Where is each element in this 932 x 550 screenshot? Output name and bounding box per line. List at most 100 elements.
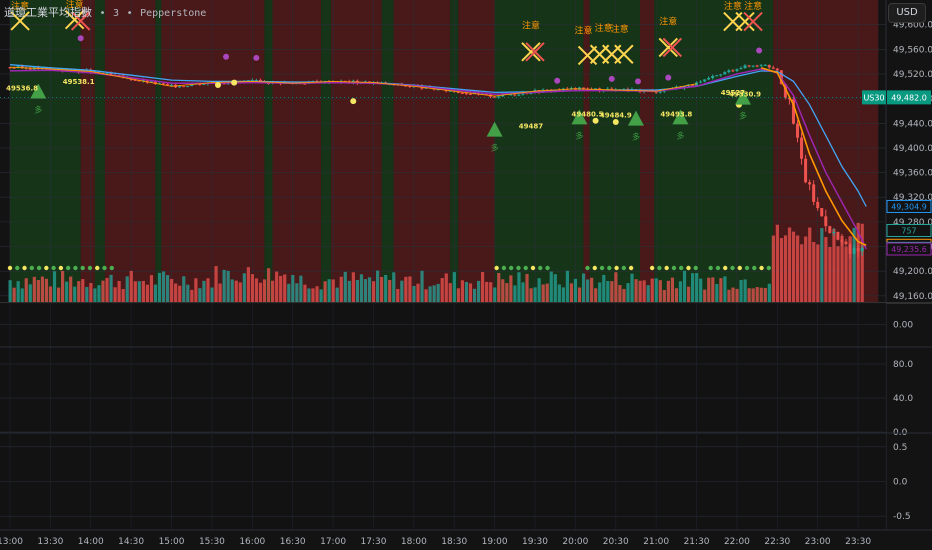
volume-bar [796, 235, 800, 302]
volume-bar [81, 279, 85, 302]
volume-bar [12, 287, 16, 302]
candle [493, 96, 497, 98]
candle [28, 68, 32, 70]
volume-bar [117, 280, 121, 302]
signal-dot [730, 265, 735, 271]
volume-bar [602, 274, 606, 302]
x-tick-label: 14:30 [118, 537, 144, 547]
signal-dot [494, 265, 499, 271]
volume-bar [517, 272, 521, 302]
buy-signal-label: 多 [34, 104, 42, 114]
volume-bar [69, 276, 73, 302]
candle [747, 65, 751, 67]
x-tick-label: 18:00 [401, 537, 427, 547]
volume-bar [464, 281, 469, 302]
volume-bar [646, 285, 650, 302]
signal-dot [36, 265, 42, 271]
signal-dot [708, 265, 713, 271]
purple-marker [608, 75, 615, 82]
candle [16, 66, 20, 68]
candle [751, 65, 755, 67]
signal-dot [715, 265, 721, 271]
volume-bar [666, 280, 670, 302]
warning-annotation: 注意 [659, 16, 677, 28]
signal-dot [679, 265, 684, 271]
volume-bar [791, 231, 796, 302]
indicator-tick-label: 40.0 [893, 394, 913, 404]
currency-button[interactable]: USD [888, 3, 926, 23]
candle [250, 80, 254, 82]
warning-annotation: 注意 [522, 19, 540, 31]
signal-dot [737, 265, 742, 271]
signal-dot [686, 265, 691, 271]
candle [824, 216, 828, 227]
warning-cross-mark [521, 42, 541, 62]
volume-bar [400, 280, 404, 302]
volume-bar [93, 288, 97, 302]
volume-bar [44, 278, 49, 302]
volume-bar [420, 270, 424, 302]
volume-bar [133, 281, 137, 302]
volume-bar [392, 272, 396, 302]
volume-bar [271, 280, 275, 302]
ema-fast-early [9, 66, 697, 97]
candle [743, 65, 747, 69]
candle [12, 67, 16, 69]
warning-annotation: 注意 [724, 0, 742, 12]
separator-1: • [99, 8, 106, 19]
volume-bar [670, 277, 675, 302]
volume-bar [20, 288, 24, 302]
volume-bar [279, 275, 283, 302]
volume-bar [210, 287, 214, 302]
volume-bar [218, 283, 222, 302]
volume-bar [529, 288, 533, 302]
price-tag: 49536.8 [6, 84, 38, 92]
volume-bar [703, 289, 707, 302]
volume-bar [161, 271, 166, 302]
warning-cross-mark [525, 42, 545, 62]
volume-bar [101, 280, 105, 302]
candle [404, 85, 408, 87]
volume-bar [327, 279, 331, 302]
volume-bar [472, 288, 477, 302]
signal-dot [664, 265, 669, 271]
indicator-tick-label: 0.5 [893, 443, 907, 453]
volume-bar [824, 237, 828, 302]
volume-bar [315, 286, 319, 302]
volume-bar [577, 287, 582, 302]
x-tick-label: 17:30 [360, 537, 386, 547]
volume-bar [691, 273, 695, 302]
candle [186, 86, 190, 88]
volume-bar [238, 282, 242, 302]
interval-label[interactable]: 3 [113, 8, 120, 19]
warning-cross-mark [735, 11, 755, 32]
volume-bar [622, 288, 626, 302]
volume-bar [299, 275, 303, 302]
volume-bar [416, 283, 420, 302]
background-zone [264, 0, 273, 302]
indicator-tick-label: 0.00 [893, 321, 913, 331]
price-tag: 49480.5 [572, 110, 604, 118]
volume-bar [832, 228, 836, 302]
purple-marker [634, 78, 641, 85]
candle [145, 80, 149, 83]
buy-signal-triangle [30, 83, 47, 99]
volume-bar [254, 278, 259, 302]
volume-bar [501, 279, 505, 302]
candle [848, 244, 852, 254]
warning-cross-mark [10, 11, 30, 31]
volume-bar [230, 279, 234, 302]
volume-bar [16, 281, 20, 302]
volume-bar [359, 274, 364, 302]
signal-dot [693, 265, 698, 271]
price-tag: 49530.9 [729, 91, 761, 99]
volume-bar [610, 281, 614, 302]
volume-bar [384, 274, 388, 302]
y-tick-label: 49,560.0 [893, 45, 932, 55]
candle [226, 83, 230, 85]
y-tick-label: 49,440.0 [893, 119, 932, 129]
candle [222, 83, 226, 85]
volume-bar [460, 280, 465, 302]
candle [513, 94, 517, 96]
